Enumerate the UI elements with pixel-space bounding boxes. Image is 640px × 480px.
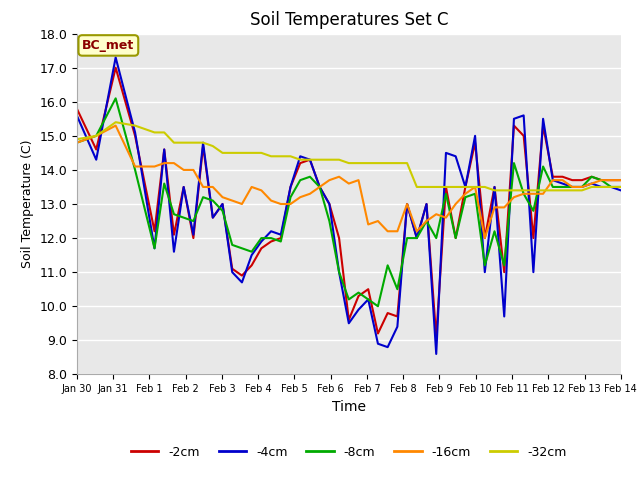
-8cm xyxy=(73,140,81,145)
-32cm xyxy=(520,188,527,193)
-8cm xyxy=(112,96,120,101)
-8cm xyxy=(374,303,382,309)
-32cm xyxy=(112,120,120,125)
Title: Soil Temperatures Set C: Soil Temperatures Set C xyxy=(250,11,448,29)
-16cm xyxy=(617,177,625,183)
-2cm xyxy=(461,184,469,190)
-2cm xyxy=(73,106,81,111)
-4cm xyxy=(422,201,430,207)
-4cm xyxy=(413,235,420,241)
-16cm xyxy=(422,218,430,224)
Line: -8cm: -8cm xyxy=(77,98,621,306)
-16cm xyxy=(112,123,120,129)
-16cm xyxy=(73,140,81,145)
-2cm xyxy=(452,235,460,241)
-4cm xyxy=(452,154,460,159)
-2cm xyxy=(520,133,527,139)
-2cm xyxy=(617,177,625,183)
-8cm xyxy=(433,235,440,241)
-4cm xyxy=(617,188,625,193)
Y-axis label: Soil Temperature (C): Soil Temperature (C) xyxy=(20,140,34,268)
-2cm xyxy=(433,334,440,340)
-16cm xyxy=(452,201,460,207)
-2cm xyxy=(112,65,120,71)
-4cm xyxy=(520,112,527,118)
-4cm xyxy=(433,351,440,357)
-8cm xyxy=(461,194,469,200)
-32cm xyxy=(491,188,499,193)
-32cm xyxy=(73,136,81,142)
Line: -2cm: -2cm xyxy=(77,68,621,337)
-4cm xyxy=(257,239,265,244)
-32cm xyxy=(257,150,265,156)
-8cm xyxy=(520,191,527,197)
Line: -4cm: -4cm xyxy=(77,58,621,354)
-8cm xyxy=(617,184,625,190)
X-axis label: Time: Time xyxy=(332,400,366,414)
-2cm xyxy=(422,201,430,207)
-32cm xyxy=(452,184,460,190)
-16cm xyxy=(257,188,265,193)
-32cm xyxy=(422,184,430,190)
-8cm xyxy=(452,235,460,241)
-4cm xyxy=(461,184,469,190)
-2cm xyxy=(257,245,265,251)
-4cm xyxy=(73,112,81,118)
Line: -16cm: -16cm xyxy=(77,126,621,238)
-32cm xyxy=(617,184,625,190)
-16cm xyxy=(481,235,489,241)
-4cm xyxy=(112,55,120,60)
-8cm xyxy=(422,218,430,224)
-16cm xyxy=(520,191,527,197)
-2cm xyxy=(413,235,420,241)
Line: -32cm: -32cm xyxy=(77,122,621,191)
-8cm xyxy=(257,235,265,241)
-16cm xyxy=(442,215,450,220)
-16cm xyxy=(413,228,420,234)
Legend: -2cm, -4cm, -8cm, -16cm, -32cm: -2cm, -4cm, -8cm, -16cm, -32cm xyxy=(126,441,572,464)
Text: BC_met: BC_met xyxy=(82,39,134,52)
-32cm xyxy=(442,184,450,190)
-32cm xyxy=(413,184,420,190)
